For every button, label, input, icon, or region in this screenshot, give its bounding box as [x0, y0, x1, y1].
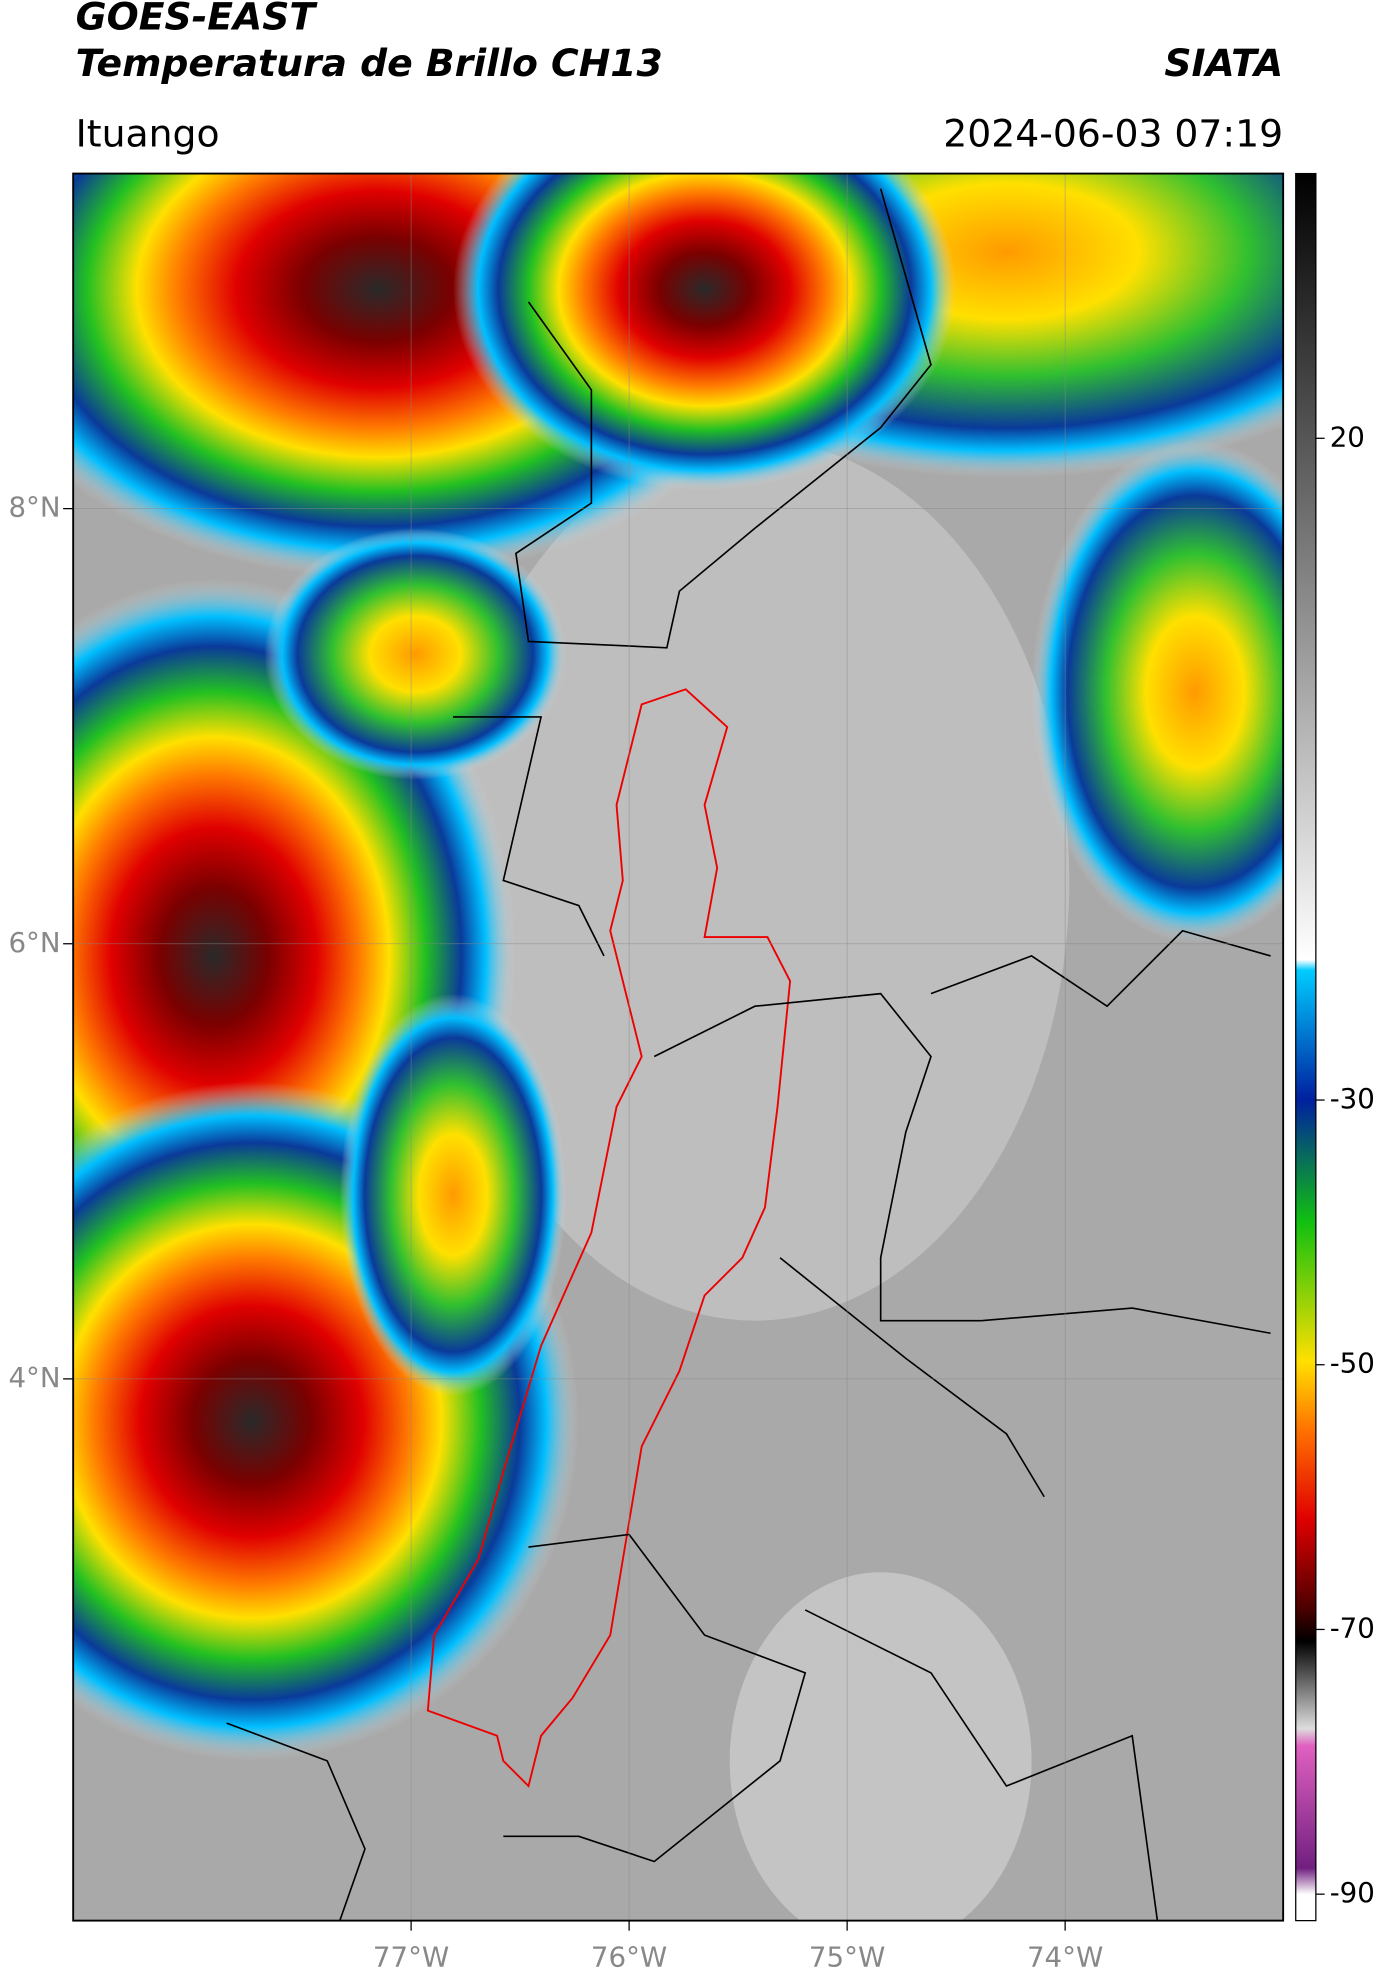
y-tick-label: 8°N: [8, 491, 60, 524]
map-frame: [72, 172, 1285, 1922]
x-tick-label: 77°W: [373, 1940, 449, 1973]
colorbar-tick-label: -50: [1330, 1347, 1375, 1380]
colorbar-tick-label: 20: [1330, 420, 1365, 453]
location: Ituango: [76, 111, 220, 155]
y-tick-label: 4°N: [8, 1361, 60, 1394]
subtitle: Temperatura de Brillo CH13: [76, 41, 663, 85]
y-tick-label: 6°N: [8, 926, 60, 959]
colorbar: [1295, 172, 1317, 1922]
title: GOES-EAST: [76, 0, 319, 38]
datetime: 2024-06-03 07:19: [943, 111, 1283, 155]
colorbar-tick-label: -90: [1330, 1876, 1375, 1909]
brand: SIATA: [1164, 41, 1283, 85]
colorbar-tick-label: -70: [1330, 1611, 1375, 1644]
x-tick-label: 76°W: [591, 1940, 667, 1973]
colorbar-tick-label: -30: [1330, 1082, 1375, 1115]
x-tick-label: 75°W: [809, 1940, 885, 1973]
x-tick-label: 74°W: [1027, 1940, 1103, 1973]
graticule: [73, 173, 1284, 1921]
